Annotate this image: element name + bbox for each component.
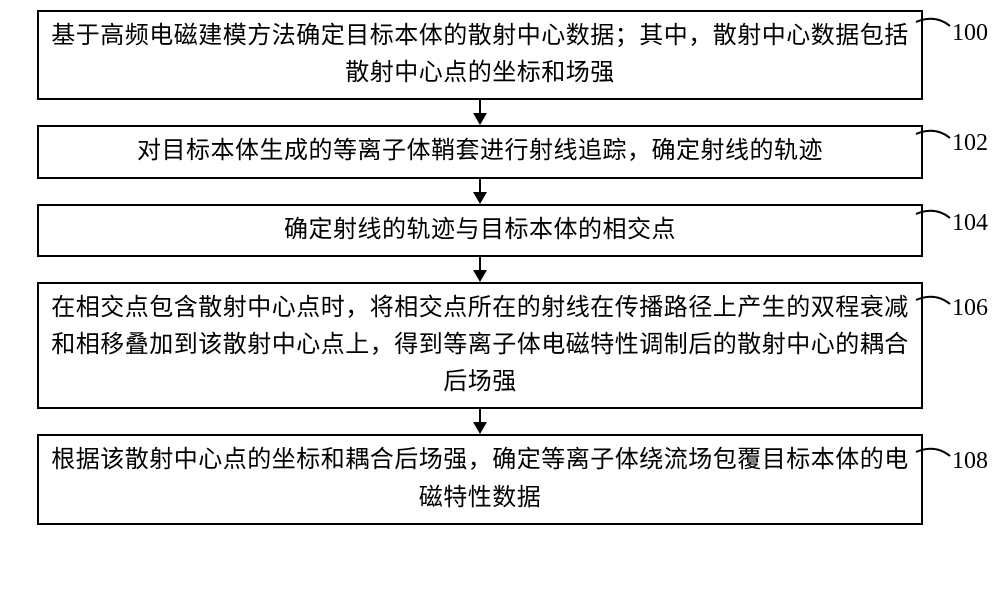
flow-step-text: 根据该散射中心点的坐标和耦合后场强，确定等离子体绕流场包覆目标本体的电磁特性数据	[49, 442, 911, 516]
flow-step-s108: 根据该散射中心点的坐标和耦合后场强，确定等离子体绕流场包覆目标本体的电磁特性数据	[37, 434, 923, 524]
flow-step-s100: 基于高频电磁建模方法确定目标本体的散射中心数据；其中，散射中心数据包括散射中心点…	[37, 10, 923, 100]
step-label-100: 100	[952, 20, 988, 47]
flow-step-text: 确定射线的轨迹与目标本体的相交点	[284, 212, 676, 249]
flow-arrow	[479, 100, 481, 125]
flowchart-container: 基于高频电磁建模方法确定目标本体的散射中心数据；其中，散射中心数据包括散射中心点…	[30, 10, 930, 525]
flow-step-text: 对目标本体生成的等离子体鞘套进行射线追踪，确定射线的轨迹	[137, 133, 823, 170]
flow-step-s104: 确定射线的轨迹与目标本体的相交点	[37, 204, 923, 257]
flow-step-text: 基于高频电磁建模方法确定目标本体的散射中心数据；其中，散射中心数据包括散射中心点…	[49, 18, 911, 92]
step-label-106: 106	[952, 295, 988, 322]
flow-step-s102: 对目标本体生成的等离子体鞘套进行射线追踪，确定射线的轨迹	[37, 125, 923, 178]
step-label-108: 108	[952, 448, 988, 475]
flow-arrow	[479, 257, 481, 282]
flow-arrow	[479, 409, 481, 434]
flow-step-s106: 在相交点包含散射中心点时，将相交点所在的射线在传播路径上产生的双程衰减和相移叠加…	[37, 282, 923, 410]
flow-arrow	[479, 179, 481, 204]
flow-step-text: 在相交点包含散射中心点时，将相交点所在的射线在传播路径上产生的双程衰减和相移叠加…	[49, 290, 911, 402]
step-label-104: 104	[952, 210, 988, 237]
step-label-102: 102	[952, 130, 988, 157]
